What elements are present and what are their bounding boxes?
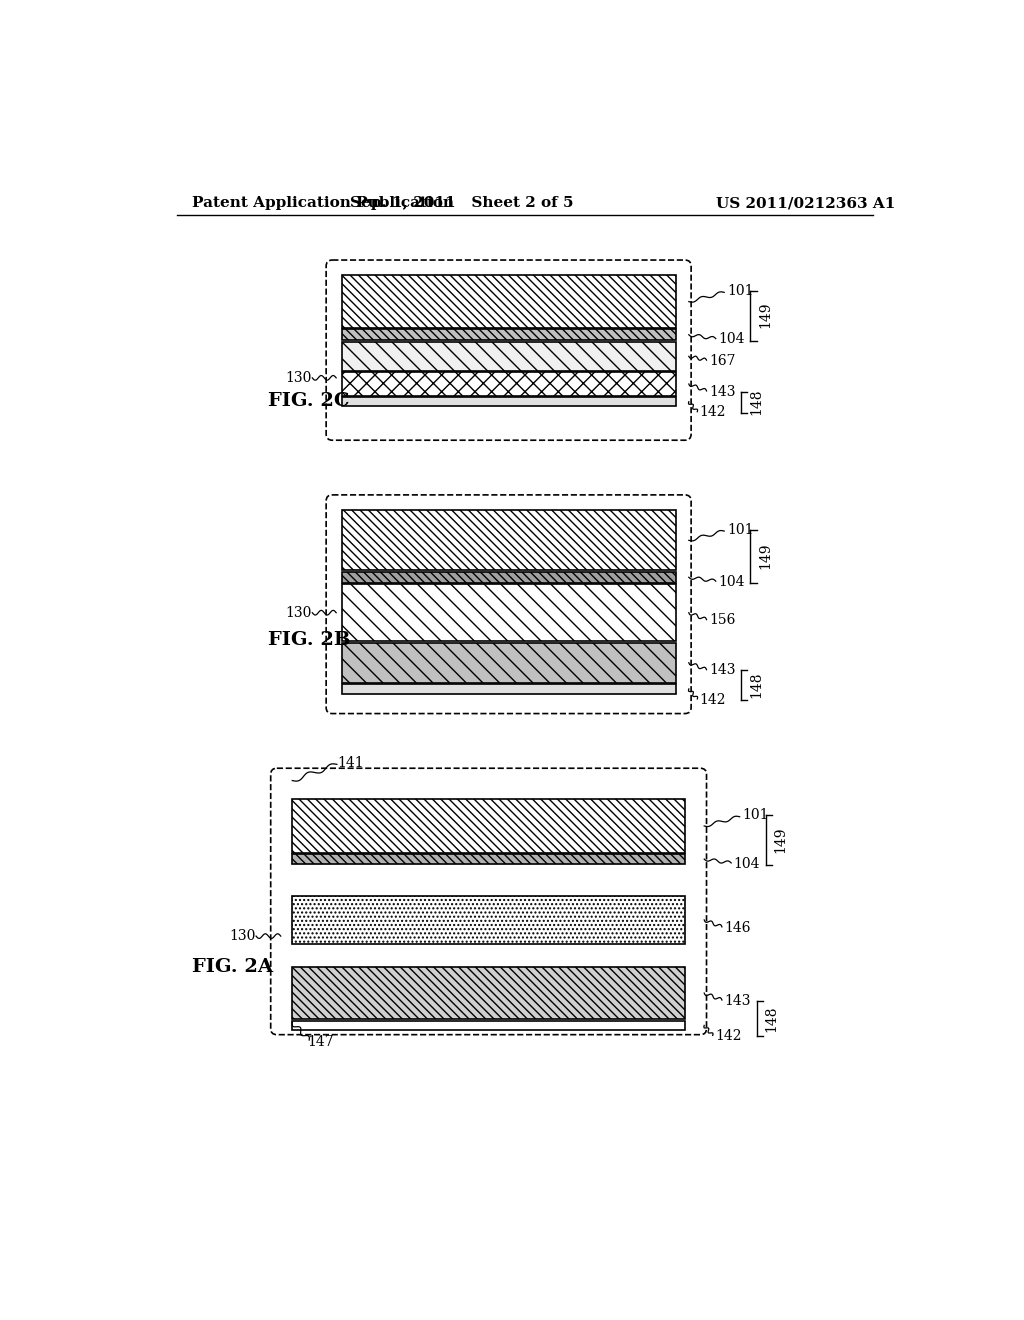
Text: 104: 104 — [718, 333, 744, 346]
Bar — [342, 342, 676, 371]
Bar — [342, 276, 676, 327]
Text: 142: 142 — [699, 405, 726, 420]
Text: 148: 148 — [764, 1006, 778, 1032]
Text: FIG. 2A: FIG. 2A — [193, 958, 273, 975]
Text: Patent Application Publication: Patent Application Publication — [193, 197, 455, 210]
Text: 141: 141 — [337, 756, 364, 770]
Bar — [342, 397, 676, 407]
Text: 143: 143 — [709, 384, 735, 399]
FancyBboxPatch shape — [326, 260, 691, 441]
Bar — [342, 511, 676, 698]
Text: Sep. 1, 2011   Sheet 2 of 5: Sep. 1, 2011 Sheet 2 of 5 — [350, 197, 573, 210]
Bar — [342, 585, 676, 642]
Bar — [342, 276, 676, 425]
Text: 147: 147 — [307, 1035, 334, 1049]
Bar — [292, 799, 685, 853]
Text: 143: 143 — [724, 994, 751, 1007]
Text: FIG. 2C: FIG. 2C — [267, 392, 349, 411]
Text: 142: 142 — [699, 693, 726, 706]
Text: 149: 149 — [758, 302, 772, 329]
FancyBboxPatch shape — [326, 495, 691, 714]
Text: US 2011/0212363 A1: US 2011/0212363 A1 — [716, 197, 895, 210]
Bar — [292, 854, 685, 863]
Text: 130: 130 — [285, 371, 311, 385]
Bar — [292, 896, 685, 944]
Text: 149: 149 — [773, 826, 787, 853]
Text: 130: 130 — [285, 606, 311, 619]
Text: 149: 149 — [758, 543, 772, 569]
Text: 148: 148 — [749, 672, 763, 698]
Text: 104: 104 — [718, 576, 744, 589]
Bar — [342, 684, 676, 693]
Bar — [342, 572, 676, 582]
Bar — [292, 1020, 685, 1030]
Text: 148: 148 — [749, 389, 763, 416]
FancyBboxPatch shape — [270, 768, 707, 1035]
Bar — [342, 330, 676, 341]
Text: 143: 143 — [709, 664, 735, 677]
Text: 142: 142 — [715, 1030, 741, 1043]
Text: 101: 101 — [727, 284, 754, 298]
Text: 101: 101 — [742, 808, 769, 822]
Bar — [292, 789, 685, 1014]
Text: 146: 146 — [724, 920, 751, 935]
Text: 101: 101 — [727, 523, 754, 536]
Text: 156: 156 — [709, 614, 735, 627]
Bar — [342, 643, 676, 682]
Text: FIG. 2B: FIG. 2B — [267, 631, 350, 648]
Text: 130: 130 — [229, 929, 255, 942]
Bar — [292, 966, 685, 1019]
Text: 167: 167 — [709, 354, 735, 368]
Bar — [342, 372, 676, 396]
Text: 104: 104 — [733, 857, 760, 871]
Bar — [342, 511, 676, 570]
